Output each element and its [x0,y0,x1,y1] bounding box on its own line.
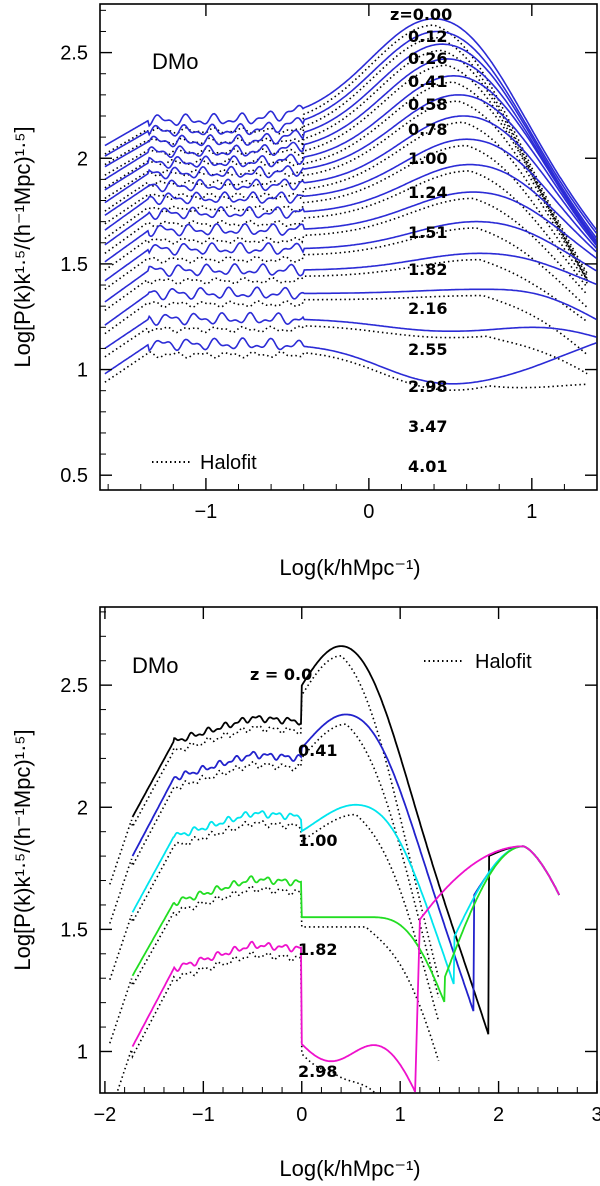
top-redshift-label: 0.41 [408,72,447,91]
top-simulation-curve [104,311,597,350]
top-redshift-label: 0.26 [408,49,447,68]
bottom-redshift-label: 1.00 [298,831,337,850]
bottom-y-tick-label: 1.5 [60,919,88,941]
top-redshift-label: 0.12 [408,27,447,46]
top-y-axis-label: Log[P(k)k¹·⁵/(h⁻¹Mpc)¹·⁵] [10,126,35,367]
top-halofit-curve [104,144,588,284]
top-redshift-label: z=0.00 [390,5,452,24]
top-x-tick-label: 1 [526,501,537,523]
bottom-plot-frame [99,606,598,1094]
top-redshift-label: 1.82 [408,260,447,279]
bottom-x-tick-label: 3 [591,1104,600,1126]
top-simulation-curve [104,43,597,239]
bottom-x-tick-label: 2 [493,1104,504,1126]
top-simulation-curve [104,115,597,246]
bottom-halofit-curve [109,885,440,1062]
top-simulation-curve [104,75,597,244]
top-redshift-label: 1.51 [408,223,447,242]
top-redshift-label: 2.16 [408,299,447,318]
top-simulation-curve [104,58,597,242]
top-simulation-curve [104,18,597,231]
top-halofit-curve [104,81,588,280]
bottom-x-tick-label: −2 [94,1104,117,1126]
top-x-tick-label: 0 [363,501,374,523]
bottom-redshift-labels: z = 0.0 0.41 1.00 1.82 2.98 [250,665,337,1081]
bottom-legend-halofit-label: Halofit [475,651,532,673]
bottom-series-group [109,645,561,1094]
bottom-panel: −2 −1 0 1 2 3 1 1.5 2 2.5 DMo z = 0.0 0.41 1.00 1.82… [10,606,600,1181]
top-halofit-curve [104,294,588,356]
top-halofit-curve [104,170,588,288]
top-simulation-curve [104,191,597,263]
bottom-redshift-label: 1.82 [298,940,337,959]
top-x-axis-label: Log(k/hMpc⁻¹) [279,555,420,580]
top-halofit-curve [104,100,588,280]
bottom-redshift-label: z = 0.0 [250,665,312,684]
top-redshift-label: 1.24 [408,183,447,202]
top-halofit-curve [104,197,588,296]
bottom-redshift-label: 0.41 [298,741,337,760]
bottom-x-axis-label: Log(k/hMpc⁻¹) [279,1156,420,1181]
bottom-y-axis-label: Log[P(k)k¹·⁵/(h⁻¹Mpc)¹·⁵] [10,729,35,970]
bottom-halofit-curve [109,813,440,1022]
top-simulation-curve [104,220,597,282]
bottom-simulation-curve [131,845,561,1093]
top-halofit-curve [104,49,588,280]
top-redshift-label: 2.55 [408,340,447,359]
top-y-tick-label: 1 [77,360,88,382]
bottom-y-tick-label: 2.5 [60,675,88,697]
bottom-halofit-curve [109,723,440,998]
top-panel: −1 0 1 0.5 1 1.5 2 2.5 DMo z=0.00 0.12 0.26 0.41 0.… [10,3,598,580]
top-simulation-curve [104,286,597,326]
top-simulation-curve [104,252,597,303]
top-simulation-curve [104,30,597,234]
bottom-x-tick-label: −1 [192,1104,215,1126]
top-y-tick-label: 1.5 [60,254,88,276]
bottom-x-tick-label: 0 [296,1104,307,1126]
bottom-redshift-label: 2.98 [298,1062,337,1081]
top-x-tick-label: −1 [195,501,218,523]
top-simulation-curve [104,163,597,253]
top-y-tick-label: 2.5 [60,43,88,65]
top-redshift-label: 0.78 [408,120,447,139]
top-panel-label: DMo [152,49,198,74]
top-y-tick-label: 2 [77,148,88,170]
bottom-y-tick-label: 1 [77,1041,88,1063]
top-simulation-curve [104,138,597,249]
bottom-x-tick-label: 1 [395,1104,406,1126]
top-redshift-label: 2.98 [408,377,447,396]
top-series-group [104,18,597,391]
top-halofit-curve [104,24,588,274]
top-halofit-curve [104,258,588,323]
top-simulation-curve [104,94,597,245]
top-plot-frame [99,3,598,491]
bottom-simulation-curve [131,803,561,985]
top-legend-halofit-label: Halofit [200,452,257,474]
top-halofit-curve [104,350,588,391]
top-y-tick-label: 0.5 [60,465,88,487]
bottom-simulation-curve [131,845,561,1003]
top-redshift-labels: z=0.00 0.12 0.26 0.41 0.58 0.78 1.00 1.24 1.51 1.… [390,5,452,476]
bottom-ticks-group: −2 −1 0 1 2 3 1 1.5 2 2.5 [60,607,600,1126]
top-simulation-curve [104,337,597,385]
top-ticks-group: −1 0 1 0.5 1 1.5 2 2.5 [60,4,597,523]
top-redshift-label: 3.47 [408,417,447,436]
top-redshift-label: 4.01 [408,457,447,476]
bottom-panel-label: DMo [132,653,178,678]
bottom-y-tick-label: 2 [77,797,88,819]
top-redshift-label: 1.00 [408,149,447,168]
top-halofit-curve [104,325,588,375]
bottom-simulation-curve [131,645,561,1035]
top-redshift-label: 0.58 [408,95,447,114]
